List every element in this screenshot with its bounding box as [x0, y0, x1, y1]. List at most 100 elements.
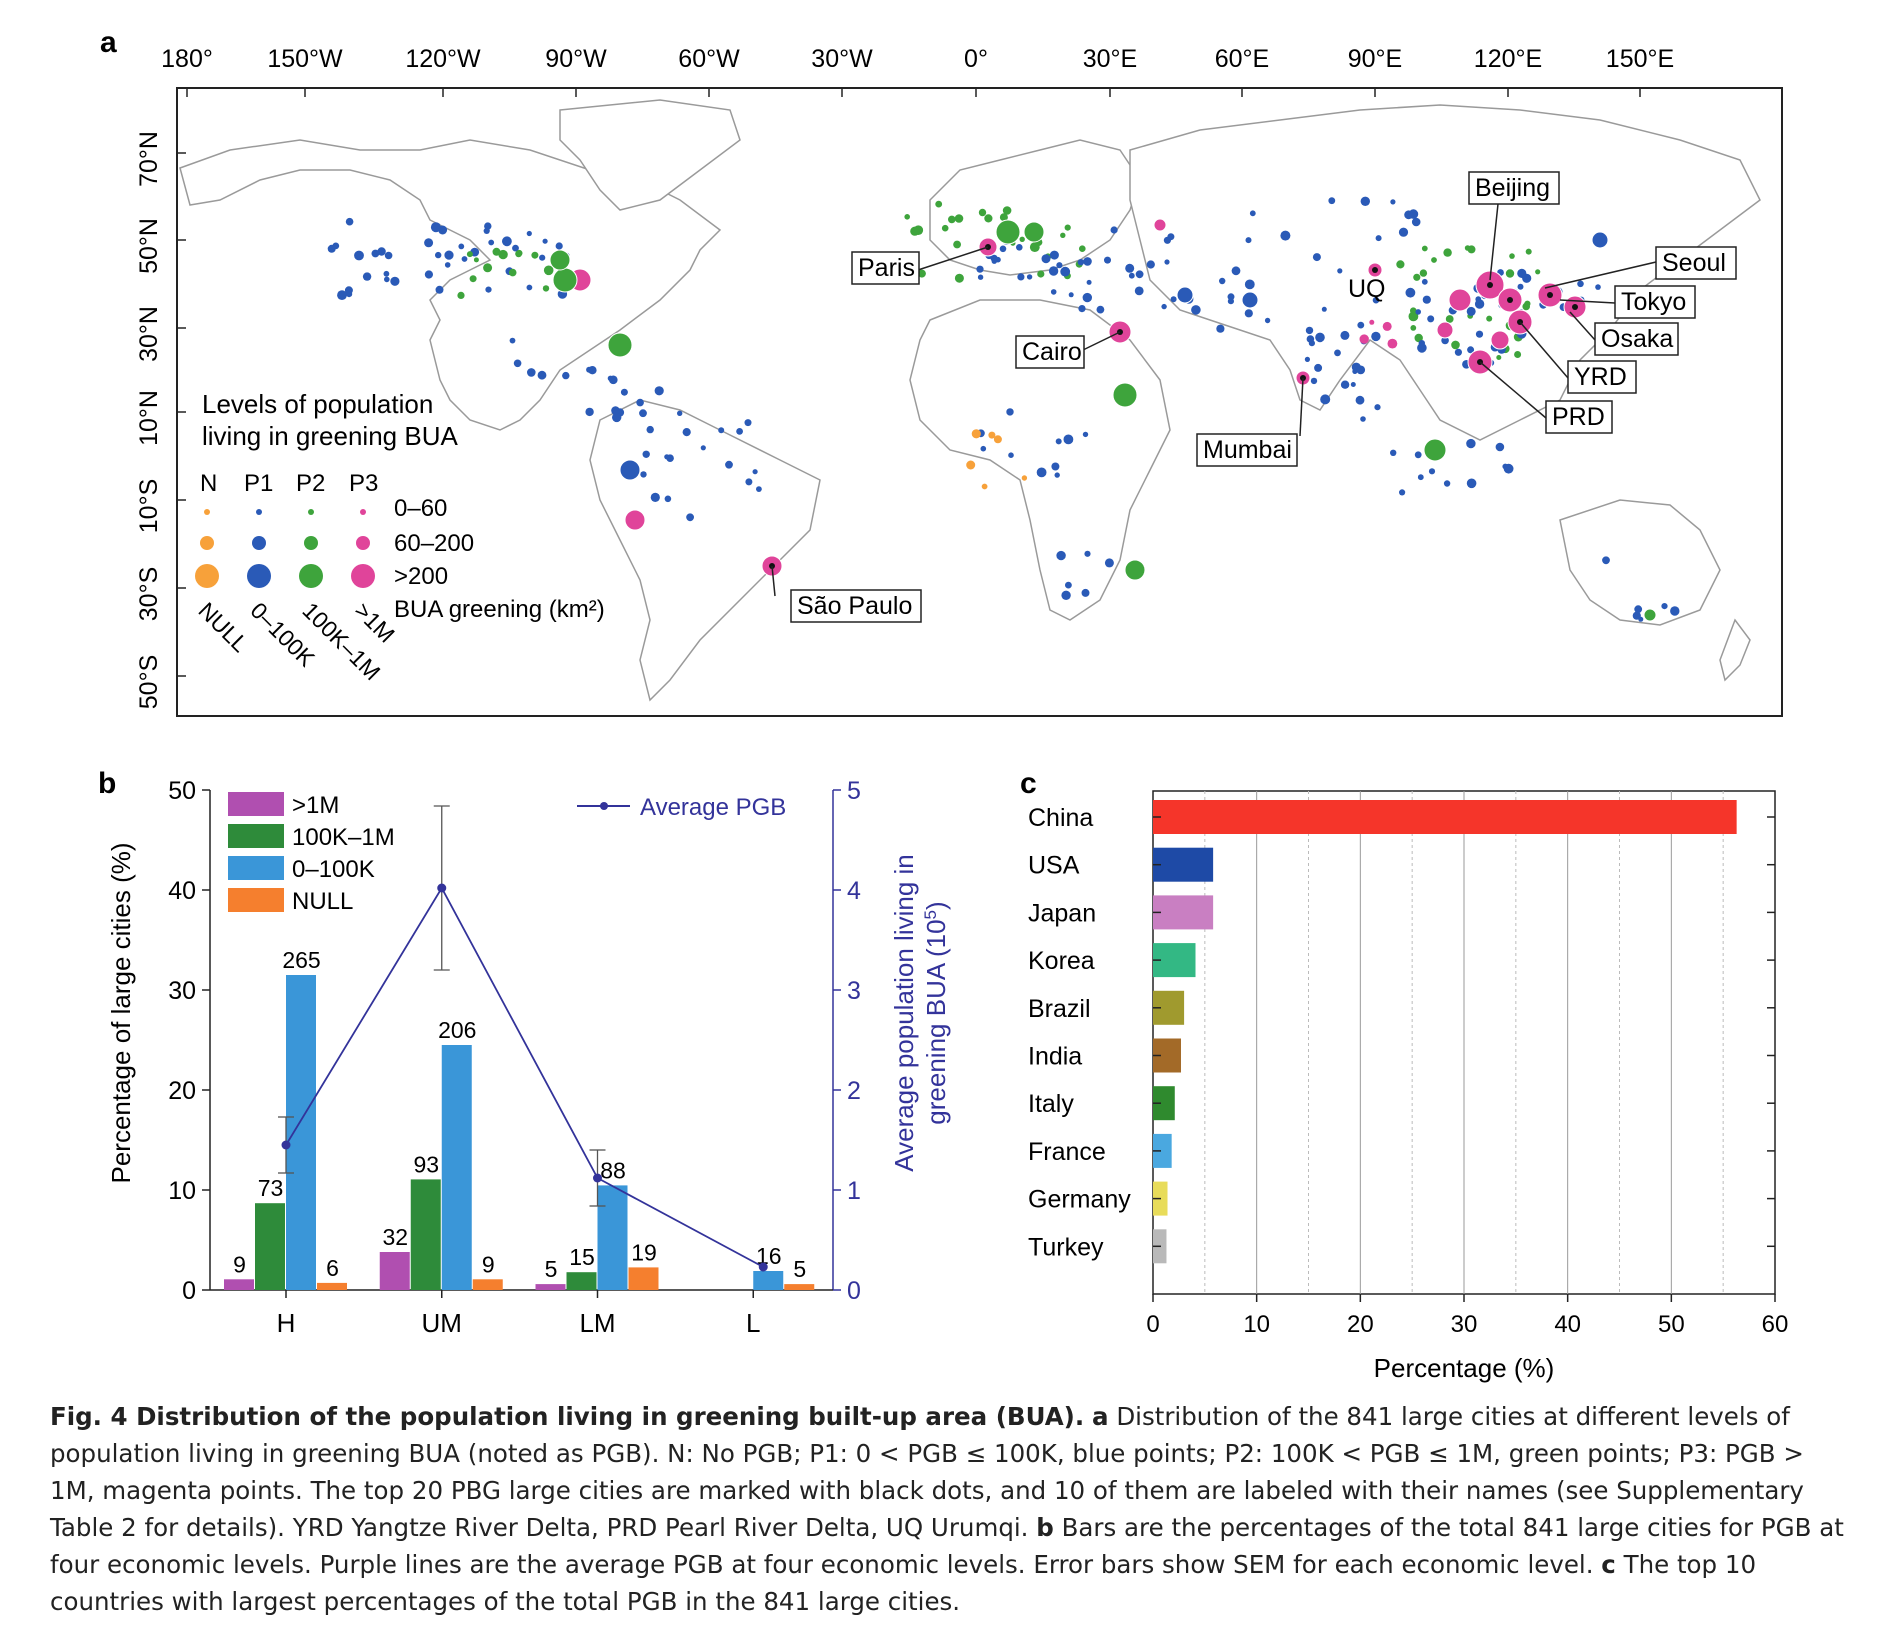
city-point: [1466, 438, 1476, 449]
city-point: [1525, 248, 1532, 255]
legend-title-line2: living in greening BUA: [202, 421, 458, 451]
city-point: [1451, 340, 1460, 350]
svg-text:São Paulo: São Paulo: [797, 592, 912, 620]
bar-value-label: 88: [600, 1157, 626, 1183]
city-point: [1414, 333, 1423, 343]
city-point: [1390, 199, 1396, 205]
city-point: [383, 270, 390, 277]
city-point: [435, 285, 444, 294]
city-point: [424, 238, 434, 248]
caption-title: Fig. 4 Distribution of the population li…: [50, 1402, 1085, 1431]
city-point: [483, 227, 490, 234]
country-label: India: [1028, 1043, 1082, 1071]
city-point: [682, 428, 691, 437]
bar: [472, 1279, 503, 1290]
city-point: [1249, 210, 1256, 217]
city-point: [1509, 253, 1515, 259]
city-point: [980, 445, 987, 452]
city-point: [976, 265, 984, 273]
city-labels: Beijing Seoul Tokyo Osaka YRD PRD Paris …: [771, 171, 1737, 623]
city-point: [1170, 296, 1177, 303]
city-point: [390, 276, 400, 286]
city-point: [1535, 269, 1541, 275]
city-point: [1340, 380, 1350, 389]
major-city-point: [1591, 231, 1609, 249]
city-point: [1227, 293, 1235, 301]
chart-b-y2-label-1: Average population living in: [889, 854, 919, 1172]
city-point: [1060, 266, 1071, 277]
chart-b-y2-label-2: greening BUA (105): [921, 901, 951, 1124]
city-point: [1340, 330, 1350, 340]
city-point: [1443, 248, 1452, 257]
bar: [286, 975, 316, 1290]
city-point: [1078, 305, 1086, 313]
city-point: [1464, 245, 1471, 251]
legend-size-large: >200: [394, 563, 448, 590]
top20-marker: [1372, 267, 1378, 273]
y-tick-label: 50: [168, 777, 196, 805]
y2-tick-label: 4: [847, 877, 861, 905]
city-point: [935, 200, 943, 208]
city-point: [1096, 305, 1105, 314]
svg-text:Cairo: Cairo: [1022, 338, 1082, 366]
city-point: [736, 428, 743, 435]
city-point: [612, 412, 622, 423]
city-point: [1019, 236, 1025, 242]
y2-tick-label: 2: [847, 1077, 861, 1105]
city-point: [1304, 356, 1310, 362]
legend-col-n: N: [200, 470, 217, 497]
bar: [410, 1179, 441, 1290]
country-bar: [1153, 1133, 1172, 1168]
city-point: [337, 290, 347, 300]
city-point: [1227, 298, 1234, 305]
lon-tick-label: 180°: [161, 45, 213, 73]
city-point: [1360, 196, 1371, 206]
city-point: [1595, 284, 1601, 290]
city-point: [642, 450, 650, 458]
lon-tick-label: 90°W: [545, 45, 607, 73]
legend-swatch-0-100k: [228, 856, 284, 880]
country-label: Turkey: [1028, 1233, 1104, 1261]
svg-text:Mumbai: Mumbai: [1203, 436, 1292, 464]
city-point: [345, 217, 354, 226]
label-yrd: YRD: [1519, 321, 1637, 394]
city-point: [1061, 590, 1071, 600]
svg-text:YRD: YRD: [1574, 363, 1627, 391]
city-point: [1372, 296, 1380, 304]
lat-tick-label: 10°N: [135, 390, 163, 446]
x-tick-label: 0: [1146, 1311, 1159, 1338]
city-point: [981, 483, 988, 490]
lat-tick-label: 10°S: [135, 479, 163, 533]
legend-p1-large: [247, 564, 271, 588]
city-point: [1280, 230, 1291, 241]
city-point: [654, 386, 664, 396]
city-point: [1334, 349, 1341, 357]
major-city-point: [1241, 291, 1259, 309]
bar-value-label: 5: [793, 1256, 806, 1282]
city-point: [1081, 588, 1090, 597]
city-point: [438, 225, 448, 235]
city-point: [1310, 377, 1318, 385]
panel-letter-b: b: [98, 767, 116, 800]
y-tick-label: 0: [182, 1277, 196, 1305]
city-point: [444, 250, 454, 260]
x-tick-label: UM: [422, 1308, 462, 1338]
city-point: [948, 215, 956, 224]
lon-tick-label: 30°W: [811, 45, 873, 73]
city-point: [1264, 317, 1271, 324]
average-pgb-line: [285, 886, 764, 1268]
city-point: [971, 429, 981, 439]
city-point: [1411, 217, 1421, 227]
city-point: [1164, 259, 1170, 265]
y2-tick-label: 3: [847, 977, 861, 1005]
city-point: [469, 275, 477, 283]
city-point: [1398, 227, 1409, 237]
city-point: [1522, 302, 1530, 311]
panel-letter-a: a: [100, 26, 117, 59]
caption-c-letter: c: [1601, 1550, 1616, 1579]
map-legend: Levels of population living in greening …: [193, 389, 604, 685]
city-point: [639, 409, 647, 418]
city-point: [1320, 394, 1331, 405]
major-city-point: [1423, 438, 1447, 462]
city-point: [1387, 338, 1398, 349]
